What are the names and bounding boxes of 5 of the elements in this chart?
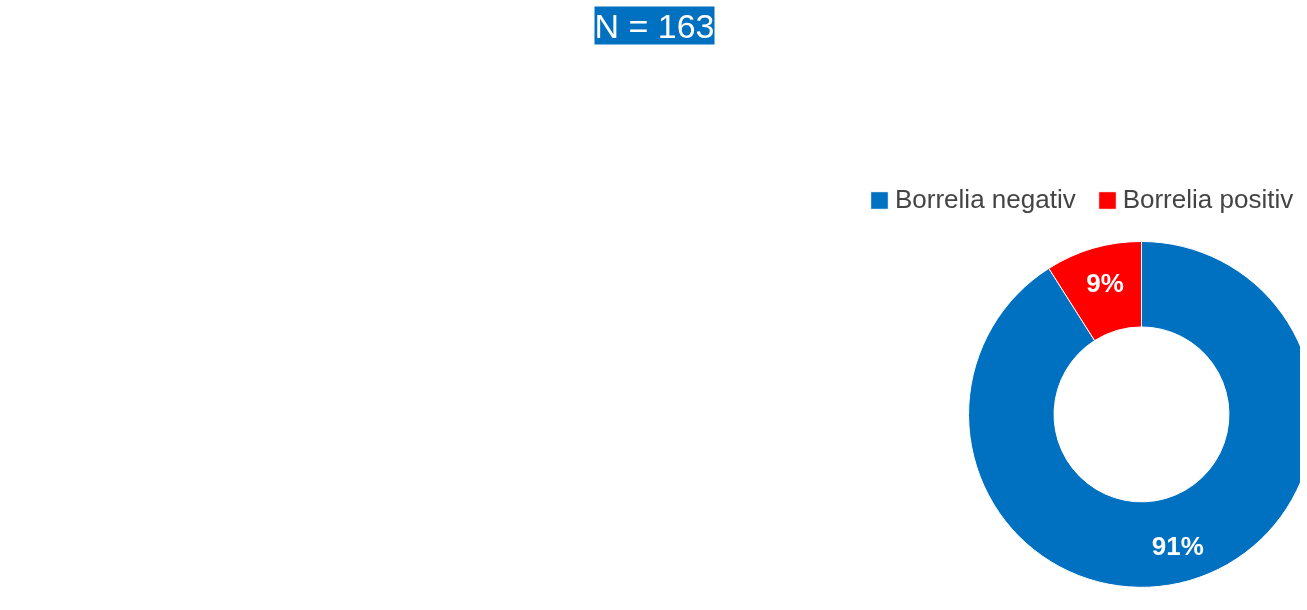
data-label: 91% [1151, 530, 1204, 561]
legend-label: Borrelia negativ [895, 184, 1076, 215]
data-label: 9% [1086, 267, 1124, 298]
chart-title: N = 163 [594, 6, 715, 45]
legend-label: Borrelia positiv [1122, 184, 1294, 215]
